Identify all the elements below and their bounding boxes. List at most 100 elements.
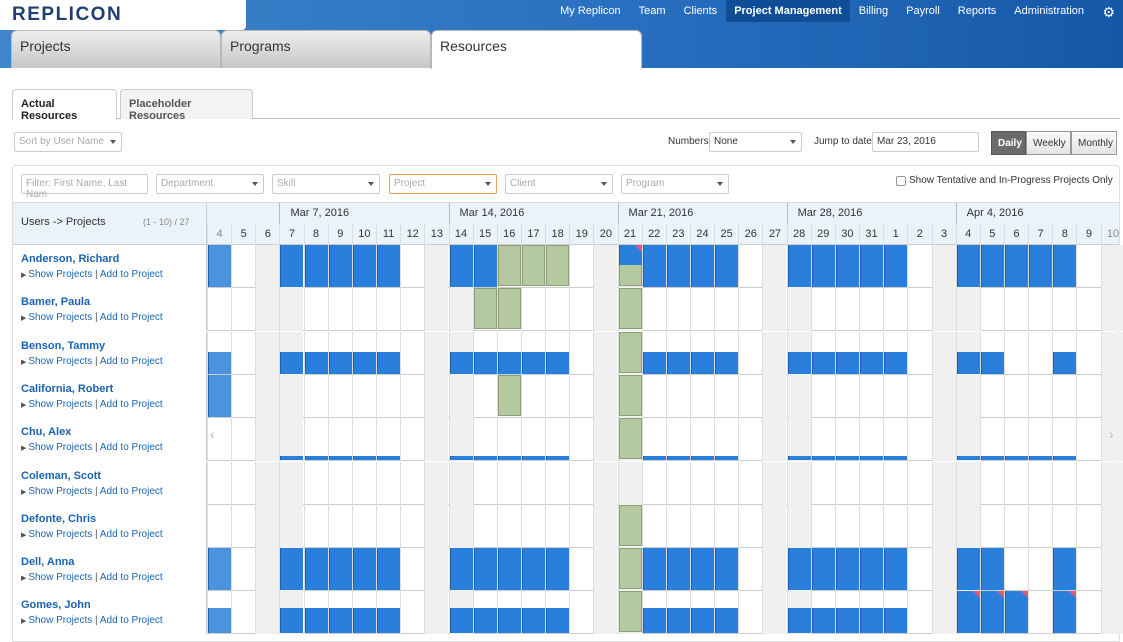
logo[interactable]: REPLICON <box>0 0 246 30</box>
day-cell[interactable] <box>665 245 690 288</box>
add-to-project-link[interactable]: Add to Project <box>99 312 163 324</box>
day-cell[interactable] <box>1076 504 1100 548</box>
day-cell[interactable] <box>351 418 376 462</box>
day-cell[interactable] <box>834 461 859 505</box>
day-cell[interactable] <box>1100 374 1123 418</box>
day-cell[interactable] <box>279 374 304 418</box>
day-cell[interactable] <box>883 591 908 635</box>
day-cell[interactable] <box>810 374 835 418</box>
day-cell[interactable] <box>448 245 473 288</box>
day-cell[interactable] <box>279 504 304 548</box>
expand-icon[interactable]: ▶ <box>21 315 29 323</box>
day-cell[interactable] <box>834 548 859 592</box>
day-cell[interactable] <box>424 591 449 635</box>
day-cell[interactable] <box>545 504 569 548</box>
day-cell[interactable] <box>255 288 280 332</box>
day-cell[interactable] <box>496 504 521 548</box>
day-cell[interactable] <box>617 374 642 418</box>
day-cell[interactable] <box>859 504 883 548</box>
day-cell[interactable] <box>376 331 401 375</box>
tab-projects[interactable]: Projects <box>11 30 221 68</box>
day-cell[interactable] <box>424 374 449 418</box>
numbers-select[interactable]: None <box>709 132 802 152</box>
view-weekly-button[interactable]: Weekly <box>1026 131 1071 155</box>
day-cell[interactable] <box>762 504 787 548</box>
day-cell[interactable] <box>714 331 739 375</box>
day-cell[interactable] <box>520 548 545 592</box>
day-cell[interactable] <box>448 461 473 505</box>
day-cell[interactable] <box>520 504 545 548</box>
day-cell[interactable] <box>279 548 304 592</box>
day-cell[interactable] <box>496 591 521 635</box>
day-cell[interactable] <box>786 548 811 592</box>
day-cell[interactable] <box>255 548 280 592</box>
day-cell[interactable] <box>1052 548 1077 592</box>
day-cell[interactable] <box>641 548 666 592</box>
day-cell[interactable] <box>448 591 473 635</box>
day-cell[interactable] <box>907 374 931 418</box>
user-name-link[interactable]: Benson, Tammy <box>21 339 106 352</box>
day-cell[interactable] <box>979 245 1004 288</box>
day-cell[interactable] <box>883 245 908 288</box>
day-cell[interactable] <box>859 331 884 375</box>
day-cell[interactable] <box>496 331 521 375</box>
day-cell[interactable] <box>496 461 521 505</box>
day-cell[interactable] <box>496 245 521 288</box>
nav-billing[interactable]: Billing <box>858 5 889 17</box>
add-to-project-link[interactable]: Add to Project <box>99 398 163 410</box>
day-cell[interactable] <box>231 374 255 418</box>
day-cell[interactable] <box>641 461 666 505</box>
day-cell[interactable] <box>1100 548 1123 592</box>
day-cell[interactable] <box>665 374 690 418</box>
day-cell[interactable] <box>641 418 666 462</box>
day-cell[interactable] <box>207 418 231 462</box>
day-cell[interactable] <box>931 461 956 505</box>
day-cell[interactable] <box>690 374 714 418</box>
day-cell[interactable] <box>569 591 593 635</box>
day-cell[interactable] <box>569 504 593 548</box>
day-cell[interactable] <box>207 331 231 375</box>
day-cell[interactable] <box>231 331 255 375</box>
day-cell[interactable] <box>400 548 424 592</box>
day-cell[interactable] <box>738 245 762 288</box>
day-cell[interactable] <box>1028 548 1052 592</box>
day-cell[interactable] <box>1003 548 1028 592</box>
day-cell[interactable] <box>303 331 328 375</box>
expand-icon[interactable]: ▶ <box>21 445 29 453</box>
day-cell[interactable] <box>1003 331 1028 375</box>
day-cell[interactable] <box>979 331 1004 375</box>
day-cell[interactable] <box>665 461 690 505</box>
day-cell[interactable] <box>979 288 1004 332</box>
add-to-project-link[interactable]: Add to Project <box>99 355 163 367</box>
day-cell[interactable] <box>786 461 811 505</box>
day-cell[interactable] <box>738 374 762 418</box>
day-cell[interactable] <box>207 374 231 418</box>
day-cell[interactable] <box>400 288 424 332</box>
user-name-link[interactable]: Chu, Alex <box>21 426 72 439</box>
user-name-link[interactable]: Coleman, Scott <box>21 469 102 482</box>
day-cell[interactable] <box>665 288 690 332</box>
show-projects-link[interactable]: Show Projects <box>28 269 93 280</box>
day-cell[interactable] <box>303 374 328 418</box>
day-cell[interactable] <box>424 548 449 592</box>
day-cell[interactable] <box>690 461 714 505</box>
day-cell[interactable] <box>907 504 931 548</box>
day-cell[interactable] <box>231 288 255 332</box>
add-to-project-link[interactable]: Add to Project <box>99 572 163 584</box>
day-cell[interactable] <box>593 461 618 505</box>
day-cell[interactable] <box>303 418 328 462</box>
day-cell[interactable] <box>786 374 811 418</box>
day-cell[interactable] <box>762 245 787 288</box>
day-cell[interactable] <box>545 548 570 592</box>
expand-icon[interactable]: ▶ <box>21 272 29 279</box>
day-cell[interactable] <box>520 591 545 635</box>
day-cell[interactable] <box>569 548 593 592</box>
day-cell[interactable] <box>351 245 376 288</box>
skill-select[interactable]: Skill <box>272 174 380 194</box>
add-to-project-link[interactable]: Add to Project <box>99 615 163 627</box>
day-cell[interactable] <box>665 504 690 548</box>
day-cell[interactable] <box>641 245 666 288</box>
user-name-link[interactable]: Gomes, John <box>21 599 91 612</box>
day-cell[interactable] <box>255 331 280 375</box>
day-cell[interactable] <box>520 461 545 505</box>
